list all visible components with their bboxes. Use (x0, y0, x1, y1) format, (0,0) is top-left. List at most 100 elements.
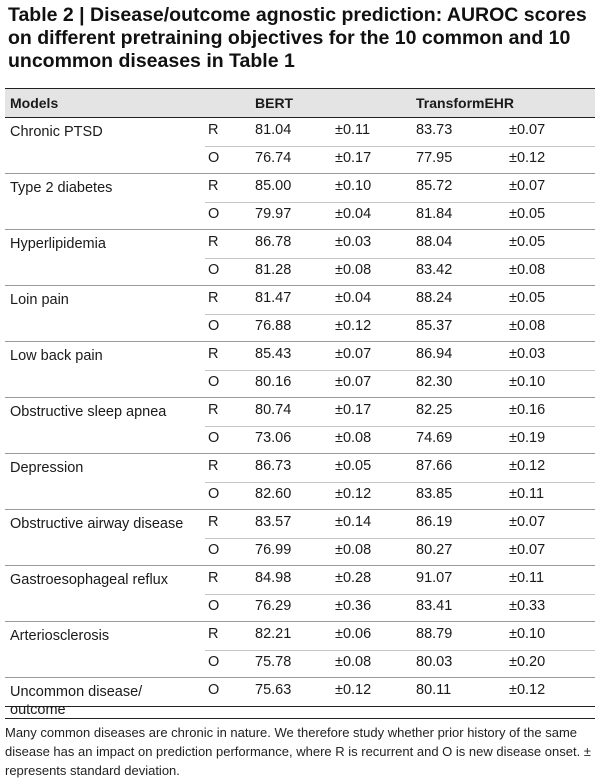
disease-name: Chronic PTSD (10, 124, 103, 140)
bert-sd-cell: ±0.08 (335, 261, 372, 278)
recurrence-onset-cell: O (208, 149, 220, 166)
transformehr-auroc-cell: 80.11 (416, 682, 452, 698)
table-row: O 76.29 ±0.36 83.41 ±0.33 (5, 593, 595, 622)
recurrence-onset-cell: O (208, 682, 220, 698)
bert-sd-cell: ±0.08 (335, 541, 372, 558)
disease-group: Loin pain R 81.47 ±0.04 88.24 ±0.05 O 76.88 ±0.1… (5, 286, 595, 342)
disease-name: Arteriosclerosis (10, 628, 110, 644)
bert-auroc-cell: 76.99 (255, 541, 292, 558)
transformehr-auroc-cell: 86.19 (416, 514, 453, 530)
table-row: O 81.28 ±0.08 83.42 ±0.08 (5, 257, 595, 286)
bert-sd-cell: ±0.08 (335, 653, 372, 670)
transformehr-sd-cell: ±0.10 (509, 626, 546, 642)
recurrence-onset-cell: O (208, 261, 220, 278)
bert-sd-cell: ±0.12 (335, 485, 372, 502)
disease-name: Low back pain (10, 348, 103, 364)
transformehr-auroc-cell: 83.42 (416, 261, 453, 278)
table-row: R 85.00 ±0.10 85.72 ±0.07 (5, 174, 595, 202)
transformehr-sd-cell: ±0.33 (509, 597, 546, 614)
table-header-row: Models BERT TransformEHR (5, 88, 595, 118)
bert-sd-cell: ±0.36 (335, 597, 372, 614)
bert-sd-cell: ±0.14 (335, 514, 372, 530)
table-footnote: Many common diseases are chronic in natu… (5, 718, 595, 780)
disease-group: Obstructive airway disease R 83.57 ±0.14 86.… (5, 510, 595, 566)
bert-auroc-cell: 86.73 (255, 458, 292, 474)
recurrence-onset-cell: R (208, 570, 219, 586)
transformehr-auroc-cell: 80.27 (416, 541, 453, 558)
transformehr-auroc-cell: 82.25 (416, 402, 453, 418)
bert-auroc-cell: 73.06 (255, 429, 292, 446)
transformehr-sd-cell: ±0.16 (509, 402, 546, 418)
disease-name: Type 2 diabetes (10, 180, 113, 196)
recurrence-onset-cell: O (208, 317, 220, 334)
disease-group: Low back pain R 85.43 ±0.07 86.94 ±0.03 O 80.16… (5, 342, 595, 398)
transformehr-sd-cell: ±0.08 (509, 317, 546, 334)
recurrence-onset-cell: R (208, 458, 219, 474)
transformehr-auroc-cell: 88.24 (416, 290, 453, 306)
bert-auroc-cell: 82.21 (255, 626, 292, 642)
bert-auroc-cell: 82.60 (255, 485, 292, 502)
transformehr-auroc-cell: 88.04 (416, 234, 453, 250)
transformehr-sd-cell: ±0.05 (509, 290, 546, 306)
disease-group: Uncommon disease/ outcome O 75.63 ±0.12 80.1… (5, 678, 595, 718)
recurrence-onset-cell: O (208, 597, 220, 614)
transformehr-sd-cell: ±0.07 (509, 178, 546, 194)
table-row: O 73.06 ±0.08 74.69 ±0.19 (5, 425, 595, 454)
bert-sd-cell: ±0.03 (335, 234, 372, 250)
header-bert: BERT (255, 95, 294, 111)
transformehr-auroc-cell: 83.85 (416, 485, 453, 502)
disease-name: Depression (10, 460, 84, 476)
recurrence-onset-cell: O (208, 653, 220, 670)
bert-auroc-cell: 81.04 (255, 122, 292, 138)
transformehr-sd-cell: ±0.12 (509, 149, 546, 166)
bert-sd-cell: ±0.07 (335, 346, 372, 362)
disease-name: Uncommon disease/ outcome (10, 684, 143, 718)
table-body: Chronic PTSD R 81.04 ±0.11 83.73 ±0.07 O 76.74 ±… (5, 118, 595, 718)
recurrence-onset-cell: R (208, 234, 219, 250)
recurrence-onset-cell: O (208, 429, 220, 446)
table-row: O 76.99 ±0.08 80.27 ±0.07 (5, 537, 595, 566)
bert-sd-cell: ±0.28 (335, 570, 372, 586)
disease-name: Hyperlipidemia (10, 236, 106, 252)
transformehr-auroc-cell: 87.66 (416, 458, 453, 474)
disease-name: Obstructive airway disease (10, 516, 184, 532)
bert-auroc-cell: 83.57 (255, 514, 292, 530)
transformehr-sd-cell: ±0.07 (509, 514, 546, 530)
bert-sd-cell: ±0.04 (335, 290, 372, 306)
table-row: O 76.74 ±0.17 77.95 ±0.12 (5, 145, 595, 174)
disease-group: Depression R 86.73 ±0.05 87.66 ±0.12 O 82.60 ±0.… (5, 454, 595, 510)
bert-sd-cell: ±0.08 (335, 429, 372, 446)
bert-auroc-cell: 79.97 (255, 205, 292, 222)
bert-auroc-cell: 85.43 (255, 346, 292, 362)
table-row: R 86.78 ±0.03 88.04 ±0.05 (5, 230, 595, 258)
transformehr-sd-cell: ±0.03 (509, 346, 546, 362)
transformehr-sd-cell: ±0.12 (509, 458, 546, 474)
disease-name: Obstructive sleep apnea (10, 404, 167, 420)
transformehr-sd-cell: ±0.11 (509, 570, 545, 586)
transformehr-auroc-cell: 74.69 (416, 429, 453, 446)
transformehr-auroc-cell: 88.79 (416, 626, 453, 642)
recurrence-onset-cell: O (208, 485, 220, 502)
transformehr-auroc-cell: 91.07 (416, 570, 453, 586)
transformehr-sd-cell: ±0.12 (509, 682, 546, 698)
bert-auroc-cell: 81.28 (255, 261, 292, 278)
disease-group: Obstructive sleep apnea R 80.74 ±0.17 82.25 ±… (5, 398, 595, 454)
table-row: R 81.47 ±0.04 88.24 ±0.05 (5, 286, 595, 314)
bert-auroc-cell: 84.98 (255, 570, 292, 586)
table-row: R 85.43 ±0.07 86.94 ±0.03 (5, 342, 595, 370)
recurrence-onset-cell: O (208, 373, 220, 390)
recurrence-onset-cell: R (208, 122, 219, 138)
bert-sd-cell: ±0.07 (335, 373, 372, 390)
bert-sd-cell: ±0.12 (335, 682, 372, 698)
table-row: R 80.74 ±0.17 82.25 ±0.16 (5, 398, 595, 426)
transformehr-auroc-cell: 86.94 (416, 346, 453, 362)
bert-auroc-cell: 76.88 (255, 317, 292, 334)
transformehr-sd-cell: ±0.07 (509, 541, 546, 558)
bert-sd-cell: ±0.11 (335, 122, 371, 138)
disease-group: Chronic PTSD R 81.04 ±0.11 83.73 ±0.07 O 76.74 ±… (5, 118, 595, 174)
transformehr-sd-cell: ±0.20 (509, 653, 546, 670)
table-row: R 84.98 ±0.28 91.07 ±0.11 (5, 566, 595, 594)
recurrence-onset-cell: R (208, 290, 219, 306)
transformehr-auroc-cell: 83.73 (416, 122, 453, 138)
bert-sd-cell: ±0.17 (335, 149, 372, 166)
